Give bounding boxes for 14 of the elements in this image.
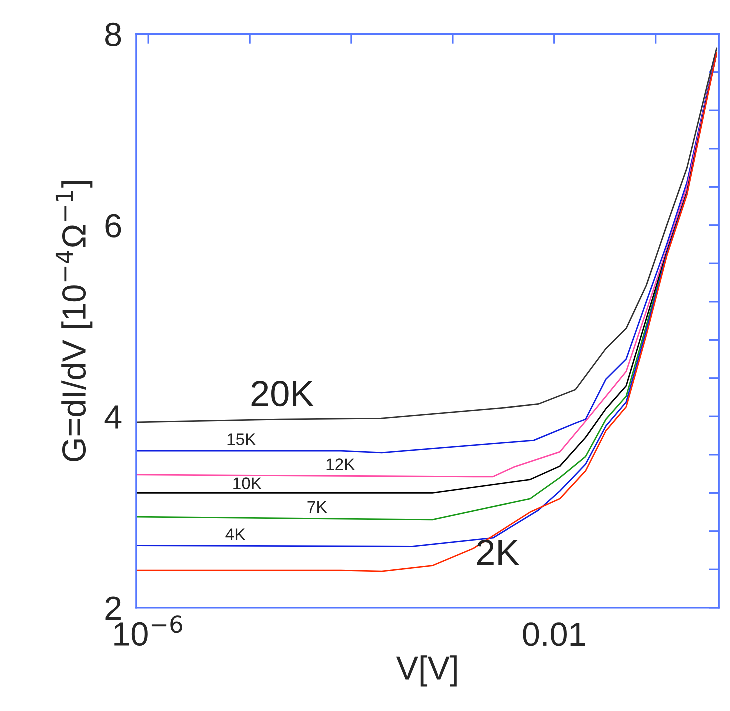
y-tick-label: 8 [106,22,122,47]
series-label: 12K [326,458,356,470]
x-axis-title: V[V] [396,656,457,687]
y-tick-label: 6 [106,214,122,238]
x-tick-label: 0.01 [523,622,586,646]
series-label: 10K [234,478,262,490]
series-label: 4K [226,528,246,540]
y-axis-title: G=dI/dV [10$^{−4}$Ω$^{−1}$] [56,181,93,462]
series-label: 7K [308,501,328,513]
series-label: 2K [477,540,520,566]
series-label: 15K [228,434,256,446]
y-tick-label: 2 [106,596,121,620]
series-label: 20K [252,381,314,407]
y-tick-label: 4 [104,406,122,429]
